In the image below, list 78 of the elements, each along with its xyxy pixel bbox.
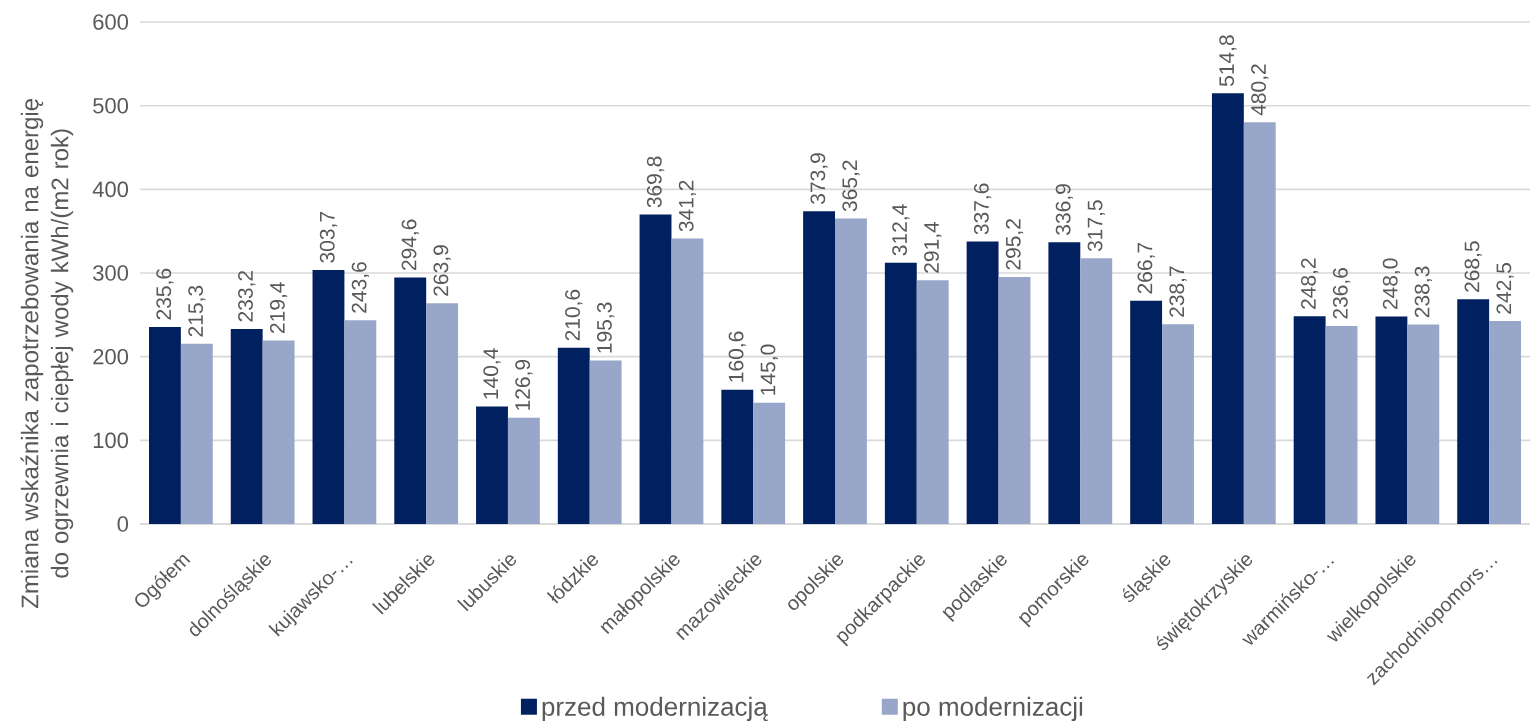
- data-label: 263,9: [433, 245, 451, 296]
- data-label: 312,4: [892, 204, 910, 256]
- y-tick-label: 0: [117, 516, 129, 532]
- data-label: 341,2: [678, 180, 697, 232]
- bar: [1080, 258, 1113, 524]
- bar: [1489, 321, 1522, 524]
- data-label: 219,4: [269, 282, 288, 333]
- data-label: 373,9: [810, 153, 828, 204]
- legend-label: po modernizacji: [903, 696, 1083, 722]
- bar: [803, 211, 836, 524]
- y-tick-label: 300: [93, 265, 129, 281]
- data-label: 303,7: [319, 212, 338, 263]
- data-label: 294,6: [401, 219, 419, 271]
- data-label: 291,4: [924, 221, 942, 273]
- data-label: 215,3: [188, 285, 206, 337]
- data-label: 268,5: [1464, 241, 1482, 292]
- bar: [639, 214, 672, 524]
- bar: [230, 328, 263, 524]
- bar: [835, 218, 867, 524]
- data-label: 365,2: [842, 160, 860, 212]
- bar: [1162, 324, 1194, 524]
- data-label: 369,8: [646, 156, 665, 208]
- y-tick-label: 500: [93, 97, 129, 114]
- data-label: 295,2: [1005, 219, 1024, 270]
- data-label: 236,6: [1332, 268, 1351, 319]
- y-tick-label: 100: [93, 432, 129, 449]
- data-label: 210,6: [565, 289, 583, 341]
- data-label: 160,6: [728, 331, 746, 382]
- data-label: 140,4: [483, 348, 501, 399]
- data-label: 248,0: [1382, 258, 1401, 310]
- bar: [753, 402, 786, 524]
- bar: [1048, 242, 1081, 524]
- data-label: 238,7: [1169, 266, 1187, 317]
- bar: [149, 326, 181, 524]
- data-label: 337,6: [973, 183, 992, 235]
- data-label: 480,2: [1251, 64, 1269, 116]
- bar: [1457, 299, 1490, 524]
- bar: [180, 343, 213, 524]
- bar: [1130, 300, 1163, 524]
- data-label: 126,9: [515, 359, 533, 410]
- bar: [476, 406, 508, 524]
- data-label: 145,0: [760, 344, 778, 395]
- bar: [1293, 316, 1326, 524]
- bar: [884, 262, 917, 524]
- data-label: 238,3: [1414, 266, 1432, 318]
- bar: [507, 417, 540, 524]
- data-label: 266,7: [1137, 243, 1155, 294]
- bar: [966, 241, 999, 524]
- bar: [1243, 122, 1276, 524]
- bar: [916, 280, 949, 524]
- bar: [394, 277, 427, 524]
- bar: [1211, 93, 1244, 524]
- bar: [344, 320, 377, 524]
- bar: [426, 303, 459, 524]
- data-label: 243,6: [351, 262, 370, 313]
- bar: [671, 238, 704, 524]
- bar: [1375, 316, 1408, 524]
- data-label: 336,9: [1055, 184, 1074, 235]
- bar: [589, 360, 622, 524]
- y-axis-title: Zmiana wskaźnika zapotrzebowania na energię do ogrzewnia i ciepłej wody kWh/(m2 rok): [20, 99, 74, 609]
- bar: [557, 347, 590, 524]
- data-label: 235,6: [156, 268, 174, 320]
- bar: [1407, 324, 1440, 524]
- data-label: 242,5: [1496, 263, 1514, 314]
- data-label: 233,2: [238, 271, 256, 322]
- bar: [262, 340, 295, 524]
- data-label: 317,5: [1087, 200, 1105, 252]
- legend-label: przed modernizacją: [542, 696, 768, 722]
- bar: [721, 389, 754, 524]
- data-label: 195,3: [596, 302, 615, 353]
- y-tick-label: 600: [93, 14, 129, 30]
- y-tick-label: 200: [93, 348, 129, 365]
- bar: [998, 277, 1031, 524]
- bar: [1325, 326, 1358, 524]
- y-tick-label: 400: [92, 181, 129, 198]
- bar: [312, 269, 345, 524]
- data-label: 248,2: [1300, 258, 1319, 309]
- data-label: 514,8: [1219, 35, 1237, 87]
